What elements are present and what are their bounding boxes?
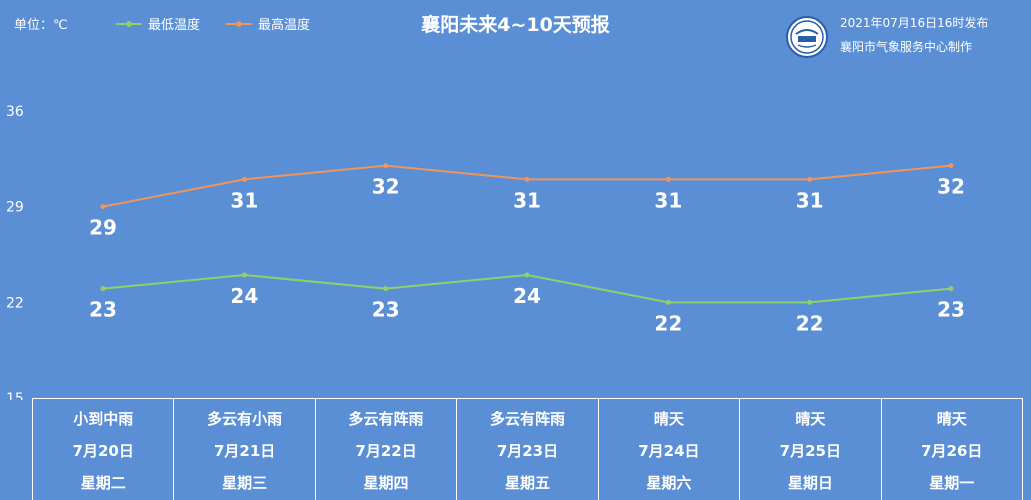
min-temp-point	[948, 286, 954, 292]
min-temp-label: 23	[89, 298, 117, 322]
max-temp-point	[665, 176, 671, 182]
min-temp-point	[665, 299, 671, 305]
date-text: 7月24日	[638, 441, 700, 460]
min-temp-point	[524, 272, 530, 278]
max-temp-label: 32	[937, 175, 965, 199]
date-text: 7月21日	[213, 441, 276, 460]
legend-min-temp: 最低温度	[116, 14, 200, 33]
date-text: 7月26日	[921, 441, 983, 460]
weather-text: 小到中雨	[73, 410, 134, 429]
y-tick-label: 22	[6, 295, 24, 311]
min-temp-label: 22	[654, 311, 682, 335]
max-temp-label: 31	[796, 188, 824, 212]
max-temp-label: 29	[89, 216, 117, 240]
publish-time: 2021年07月16日16时发布	[840, 16, 989, 30]
date-text: 7月20日	[72, 441, 134, 460]
legend-min-label: 最低温度	[148, 18, 201, 33]
min-temp-label: 23	[937, 298, 965, 322]
weekday-text: 星期一	[929, 473, 975, 492]
date-text: 7月23日	[496, 441, 559, 460]
y-tick-label: 36	[6, 104, 24, 120]
forecast-day-cell: 晴天 7月24日星期六	[599, 399, 741, 500]
date-text: 7月25日	[779, 441, 841, 460]
max-temp-label: 32	[372, 175, 400, 199]
max-temp-point	[948, 163, 954, 169]
min-temp-label: 24	[513, 284, 541, 308]
min-temp-point	[383, 286, 389, 292]
forecast-day-cell: 晴天 7月25日星期日	[740, 399, 882, 500]
weather-text: 多云有阵雨	[489, 410, 565, 429]
max-temp-point	[241, 176, 247, 182]
min-temp-point	[100, 286, 106, 292]
min-temp-point	[241, 272, 247, 278]
date-text: 7月22日	[355, 441, 417, 460]
logo-graphic	[790, 20, 824, 54]
y-tick-label: 15	[6, 391, 24, 400]
weather-text: 多云有小雨	[207, 410, 283, 429]
max-temp-label: 31	[230, 188, 258, 212]
weekday-text: 星期三	[222, 473, 268, 492]
forecast-day-cell: 晴天 7月26日星期一	[882, 399, 1023, 500]
max-temp-label: 31	[654, 188, 682, 212]
weather-text: 晴天	[795, 410, 826, 429]
org-logo-icon	[786, 16, 828, 58]
forecast-day-cell: 多云有小雨 7月21日星期三	[174, 399, 316, 500]
weather-text: 晴天	[653, 410, 684, 429]
forecast-table: 小到中雨 7月20日 星期二 多云有小雨 7月21日 星期三 多云有阵雨 7月22日 星期四 多云…	[32, 398, 1023, 500]
forecast-day-cell: 小到中雨 7月20日星期二	[33, 399, 175, 500]
unit-label: 单位：℃	[14, 18, 68, 33]
y-tick-label: 29	[6, 200, 24, 216]
max-temp-point	[383, 163, 389, 169]
weekday-text: 星期五	[504, 473, 550, 492]
weekday-text: 星期二	[80, 473, 126, 492]
min-temp-label: 23	[372, 298, 400, 322]
temperature-chart: 15 22 29 36 23 24 23 24 22 22 23 29 31 32 31 31 31 32	[6, 104, 965, 400]
weekday-text: 星期六	[646, 473, 692, 492]
max-temp-point	[524, 176, 530, 182]
max-temp-label: 31	[513, 188, 541, 212]
max-temp-point	[100, 204, 106, 210]
max-temp-point	[807, 176, 813, 182]
weekday-text: 星期日	[787, 473, 833, 492]
legend-max-swatch	[226, 20, 252, 27]
org-name: 襄阳市气象服务中心制作	[840, 40, 973, 54]
min-temp-label: 22	[796, 311, 824, 335]
legend-max-temp: 最高温度	[226, 14, 310, 33]
min-temp-point	[807, 299, 813, 305]
forecast-day-cell: 多云有阵雨 7月22日星期四	[316, 399, 458, 500]
weather-text: 晴天	[936, 410, 967, 429]
legend-min-swatch	[116, 20, 142, 27]
weather-text: 多云有阵雨	[348, 410, 424, 429]
legend-max-label: 最高温度	[258, 18, 311, 33]
min-temp-label: 24	[230, 284, 258, 308]
forecast-day-cell: 多云有阵雨 7月23日星期五	[457, 399, 599, 500]
weekday-text: 星期四	[363, 473, 409, 492]
